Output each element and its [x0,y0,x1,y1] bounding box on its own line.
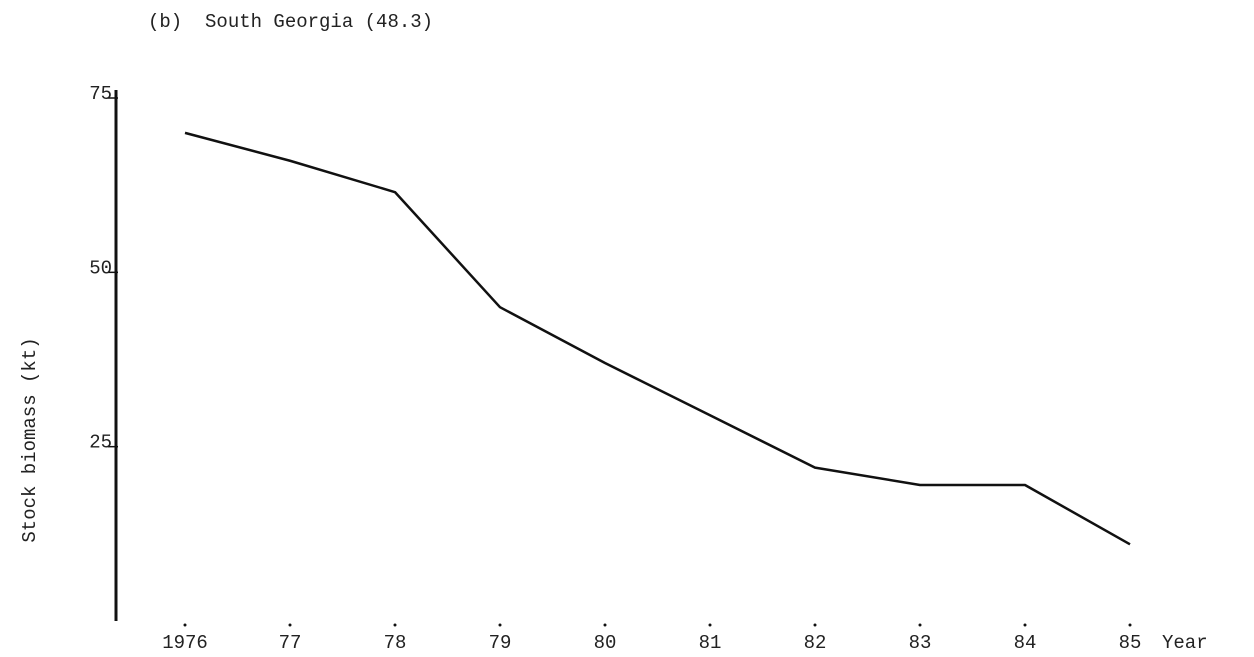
x-tick-label: 85 [1119,632,1142,654]
data-line [184,131,1131,546]
x-tick [1128,623,1132,627]
x-axis-label: Year [1162,632,1208,654]
x-tick [393,623,397,627]
x-tick-label: 78 [384,632,407,654]
x-tick [498,623,502,627]
y-axis-label: Stock biomass (kt) [19,337,41,542]
y-tick-label: 50 [89,257,112,279]
x-tick [1023,623,1027,627]
x-tick-label: 81 [699,632,722,654]
y-tick-label: 75 [89,83,112,105]
x-tick [288,623,292,627]
x-tick-label: 83 [909,632,932,654]
x-tick-label: 1976 [162,632,208,654]
chart-title: (b) South Georgia (48.3) [148,11,433,33]
x-tick-label: 79 [489,632,512,654]
x-tick [183,623,187,627]
x-tick-label: 82 [804,632,827,654]
x-tick [918,623,922,627]
y-tick-label: 25 [89,432,112,454]
x-tick-label: 80 [594,632,617,654]
x-tick-label: 77 [279,632,302,654]
x-tick [708,623,712,627]
x-tick-label: 84 [1014,632,1037,654]
x-tick [603,623,607,627]
x-tick [813,623,817,627]
